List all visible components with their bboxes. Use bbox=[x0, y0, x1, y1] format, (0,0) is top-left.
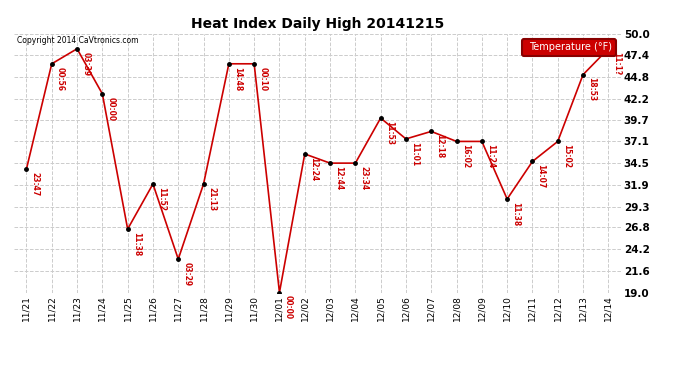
Text: 12:18: 12:18 bbox=[435, 134, 444, 158]
Text: 00:00: 00:00 bbox=[284, 295, 293, 320]
Text: 11:24: 11:24 bbox=[486, 144, 495, 168]
Text: 23:47: 23:47 bbox=[30, 172, 39, 196]
Text: 11:53: 11:53 bbox=[385, 121, 394, 145]
Text: 11:38: 11:38 bbox=[132, 232, 141, 256]
Text: 00:10: 00:10 bbox=[258, 67, 267, 91]
Text: 11:52: 11:52 bbox=[157, 187, 166, 211]
Text: 14:07: 14:07 bbox=[537, 164, 546, 189]
Text: 11:01: 11:01 bbox=[410, 142, 419, 166]
Text: 11:38: 11:38 bbox=[511, 202, 520, 226]
Text: 16:02: 16:02 bbox=[461, 144, 470, 168]
Text: 12:44: 12:44 bbox=[334, 166, 343, 190]
Text: 00:00: 00:00 bbox=[106, 97, 115, 121]
Text: 14:48: 14:48 bbox=[233, 67, 242, 91]
Title: Heat Index Daily High 20141215: Heat Index Daily High 20141215 bbox=[190, 17, 444, 31]
Text: 15:02: 15:02 bbox=[562, 144, 571, 168]
Text: 21:13: 21:13 bbox=[208, 187, 217, 211]
Text: 03:39: 03:39 bbox=[81, 51, 90, 76]
Text: Copyright 2014 CaVtronics.com: Copyright 2014 CaVtronics.com bbox=[17, 36, 138, 45]
Text: 18:53: 18:53 bbox=[587, 77, 596, 102]
Text: 03:29: 03:29 bbox=[182, 262, 191, 286]
Text: 00:56: 00:56 bbox=[56, 67, 65, 91]
Legend: Temperature (°F): Temperature (°F) bbox=[522, 39, 616, 56]
Text: 11:1?: 11:1? bbox=[613, 51, 622, 75]
Text: 12:24: 12:24 bbox=[309, 157, 318, 181]
Text: 23:34: 23:34 bbox=[359, 166, 368, 190]
